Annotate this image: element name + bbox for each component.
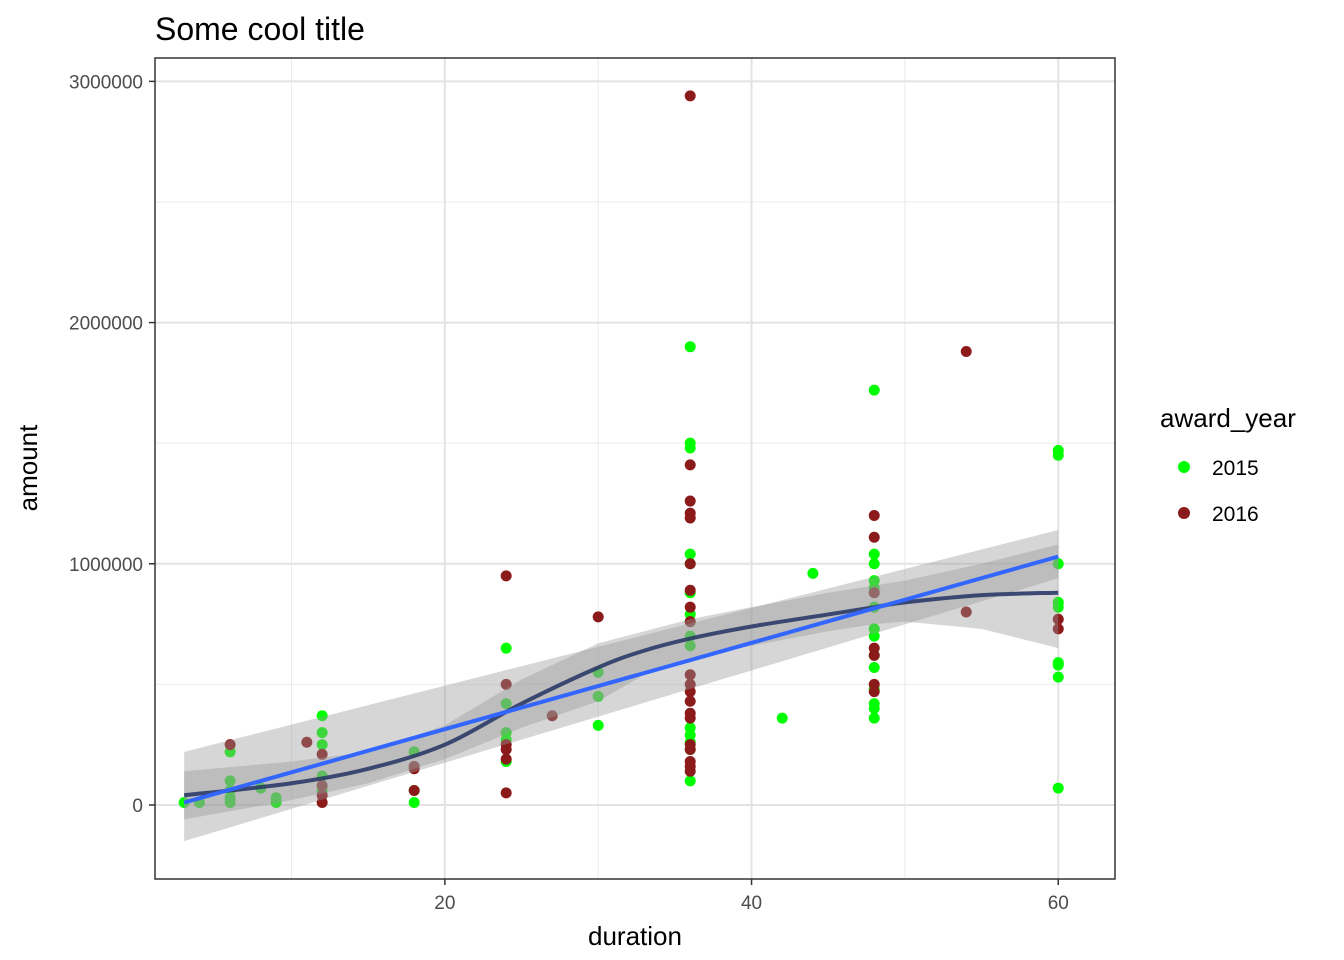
data-point-2016 (316, 748, 328, 760)
y-tick-label: 1000000 (69, 555, 143, 576)
data-point-2016 (960, 606, 972, 618)
data-point-2016 (684, 765, 696, 777)
data-point-2016 (960, 346, 972, 358)
panel-background (155, 58, 1115, 879)
data-point-2015 (1052, 558, 1064, 570)
data-point-2015 (868, 702, 880, 714)
linear-confidence-band (184, 530, 1059, 842)
data-point-2016 (500, 753, 512, 765)
data-point-2016 (684, 601, 696, 613)
y-axis-title: amount (13, 424, 43, 511)
data-point-2015 (1052, 659, 1064, 671)
data-point-2015 (316, 739, 328, 751)
data-point-2015 (316, 710, 328, 722)
data-point-2015 (684, 442, 696, 454)
linear-fit-line (183, 554, 1059, 805)
x-tick-label: 20 (434, 893, 455, 914)
data-point-2015 (224, 775, 236, 787)
legend-key-2016 (1178, 507, 1190, 519)
x-tick-label: 60 (1048, 893, 1069, 914)
data-point-2015 (1052, 601, 1064, 613)
data-point-2016 (1052, 623, 1064, 635)
data-point-2015 (868, 548, 880, 560)
data-point-2016 (684, 584, 696, 596)
data-point-2015 (592, 719, 604, 731)
legend-label-2016: 2016 (1212, 503, 1259, 526)
data-point-2015 (868, 661, 880, 673)
data-point-2015 (592, 690, 604, 702)
x-tick-label: 40 (741, 893, 762, 914)
legend-key-2015 (1178, 461, 1190, 473)
data-point-2016 (684, 743, 696, 755)
data-point-2016 (316, 797, 328, 809)
data-point-2015 (776, 712, 788, 724)
data-point-2015 (868, 712, 880, 724)
data-point-2016 (500, 787, 512, 799)
data-point-2016 (684, 90, 696, 102)
data-point-2016 (1052, 613, 1064, 625)
data-point-2016 (684, 712, 696, 724)
data-point-2015 (684, 548, 696, 560)
data-point-2016 (592, 611, 604, 623)
data-point-2016 (684, 686, 696, 698)
data-point-2015 (868, 630, 880, 642)
data-point-2015 (1052, 449, 1064, 461)
y-tick-label: 0 (132, 796, 143, 817)
x-axis-title: duration (588, 921, 682, 951)
data-point-2015 (868, 384, 880, 396)
data-point-2016 (684, 512, 696, 524)
data-point-2016 (684, 616, 696, 628)
data-point-2015 (500, 642, 512, 654)
y-tick-label: 3000000 (69, 72, 143, 93)
data-point-2016 (684, 459, 696, 471)
data-point-2016 (546, 710, 558, 722)
data-point-2016 (684, 558, 696, 570)
data-point-2016 (500, 678, 512, 690)
legend: award_year 2015 2016 (1160, 403, 1296, 526)
data-point-2016 (868, 510, 880, 522)
data-point-2015 (500, 698, 512, 710)
data-point-2016 (868, 587, 880, 599)
data-point-2016 (500, 743, 512, 755)
legend-title: award_year (1160, 403, 1296, 433)
data-point-2015 (1052, 782, 1064, 794)
data-point-2015 (684, 341, 696, 353)
chart-title: Some cool title (155, 11, 365, 47)
data-point-2015 (1052, 671, 1064, 683)
legend-label-2015: 2015 (1212, 457, 1259, 480)
data-point-2016 (868, 686, 880, 698)
data-point-2016 (684, 695, 696, 707)
data-point-2015 (868, 558, 880, 570)
data-point-2016 (316, 780, 328, 792)
data-point-2016 (868, 531, 880, 543)
data-point-2015 (316, 727, 328, 739)
data-point-2015 (684, 775, 696, 787)
data-point-2016 (301, 736, 313, 748)
data-point-2016 (684, 495, 696, 507)
data-point-2016 (408, 784, 420, 796)
data-point-2016 (408, 763, 420, 775)
panel-border (154, 57, 1116, 880)
data-point-2015 (807, 567, 819, 579)
data-point-2015 (408, 797, 420, 809)
data-point-2016 (500, 570, 512, 582)
data-point-2015 (270, 797, 282, 809)
data-point-2016 (684, 669, 696, 681)
plot-panel (154, 57, 1116, 880)
data-point-2016 (868, 649, 880, 661)
y-tick-label: 2000000 (69, 314, 143, 335)
data-point-2015 (684, 640, 696, 652)
data-point-2016 (224, 739, 236, 751)
